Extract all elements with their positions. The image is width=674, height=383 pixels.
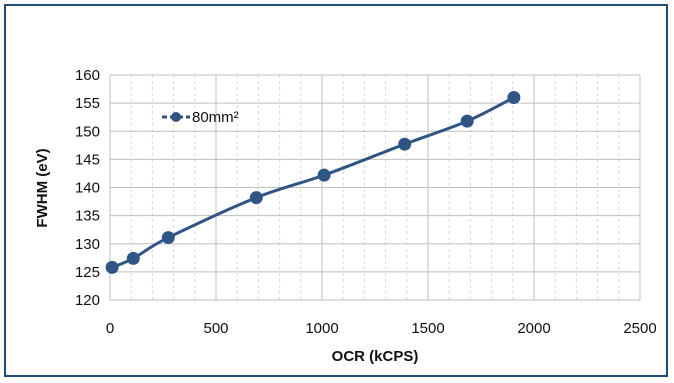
x-axis-title: OCR (kCPS) (332, 348, 419, 365)
y-tick-label: 125 (75, 264, 100, 281)
gridlines (110, 74, 641, 300)
y-tick-label: 160 (75, 67, 100, 84)
y-tick-label: 135 (75, 208, 100, 225)
y-tick-label: 150 (75, 123, 100, 140)
x-tick-labels: 0 500 1000 1500 2000 2500 (106, 320, 657, 337)
data-point (105, 260, 119, 274)
legend: 80mm² (162, 109, 239, 126)
y-tick-label: 145 (75, 151, 100, 168)
y-tick-label: 140 (75, 180, 100, 197)
data-point (317, 168, 331, 182)
x-tick-label: 2500 (623, 320, 656, 337)
y-tick-label: 120 (75, 292, 100, 309)
y-tick-label: 155 (75, 95, 100, 112)
chart-frame (4, 4, 668, 377)
data-point (398, 137, 412, 151)
series-group (105, 91, 521, 274)
y-axis-title: FWHM (eV) (34, 148, 51, 227)
x-tick-label: 2000 (517, 320, 550, 337)
x-tick-label: 1500 (411, 320, 444, 337)
data-point (126, 251, 140, 265)
data-point (460, 114, 474, 128)
y-tick-label: 130 (75, 236, 100, 253)
data-point (507, 91, 521, 104)
legend-label: 80mm² (192, 109, 239, 126)
legend-marker-swatch (171, 112, 181, 122)
y-tick-labels: 120 125 130 135 140 145 150 155 160 (75, 67, 100, 309)
data-point (249, 191, 263, 205)
x-tick-label: 1000 (305, 320, 338, 337)
x-tick-label: 500 (203, 320, 228, 337)
x-tick-label: 0 (106, 320, 114, 337)
data-point (161, 231, 175, 245)
